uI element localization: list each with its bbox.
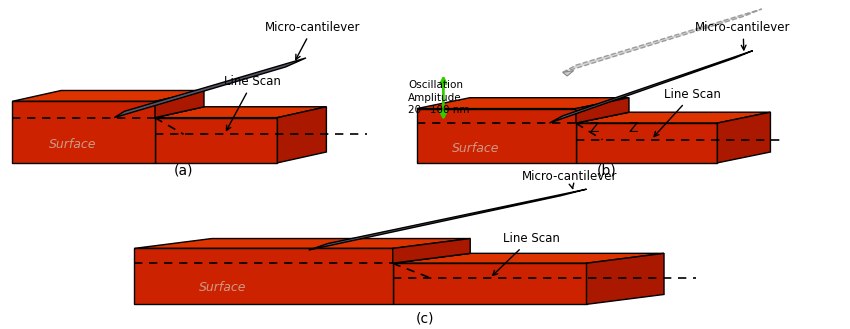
Polygon shape [155,107,204,118]
Polygon shape [416,98,629,109]
Polygon shape [12,101,155,163]
Polygon shape [309,189,586,250]
Polygon shape [586,253,664,304]
Polygon shape [393,253,664,263]
Text: Z: Z [589,121,598,136]
Polygon shape [393,263,586,304]
Text: Micro-cantilever: Micro-cantilever [695,21,790,50]
Text: (a): (a) [174,163,193,177]
Polygon shape [416,109,576,163]
Polygon shape [393,253,470,263]
Text: Micro-cantilever: Micro-cantilever [522,169,617,189]
Polygon shape [155,107,326,118]
Text: Surface: Surface [49,138,96,151]
Polygon shape [576,123,717,163]
Text: Surface: Surface [452,142,500,155]
Polygon shape [576,98,629,123]
Polygon shape [114,58,306,118]
Text: Z: Z [629,121,638,136]
Polygon shape [576,112,770,123]
Text: Surface: Surface [199,281,246,294]
Polygon shape [12,90,204,101]
Text: Line Scan: Line Scan [654,88,722,137]
Text: Line Scan: Line Scan [224,75,281,131]
Text: (c): (c) [416,312,434,326]
Polygon shape [576,112,629,123]
Polygon shape [549,51,753,123]
Polygon shape [717,112,770,163]
Polygon shape [563,70,574,76]
Polygon shape [277,107,326,163]
Polygon shape [155,118,277,163]
Polygon shape [155,90,204,118]
Text: (b): (b) [597,163,617,177]
Polygon shape [563,9,762,72]
Polygon shape [134,248,393,304]
Polygon shape [134,239,470,248]
Text: Micro-cantilever: Micro-cantilever [265,21,360,60]
Text: Oscillation
Amplitude
20~100 nm: Oscillation Amplitude 20~100 nm [408,80,469,115]
Polygon shape [393,239,470,263]
Text: Line Scan: Line Scan [493,232,559,275]
